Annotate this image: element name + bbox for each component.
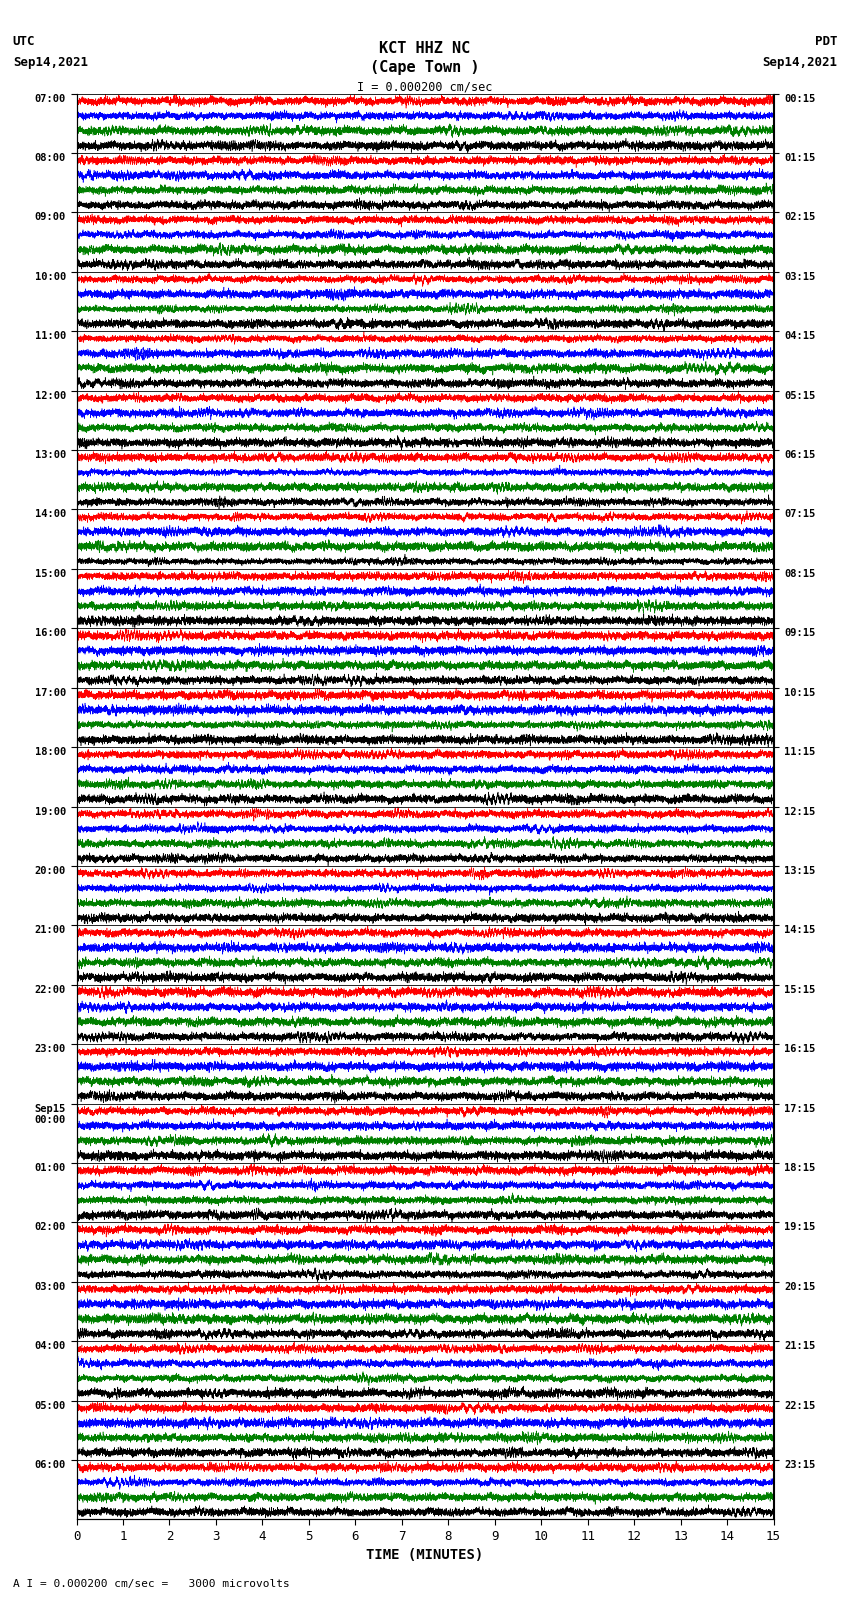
- Text: KCT HHZ NC: KCT HHZ NC: [379, 40, 471, 56]
- X-axis label: TIME (MINUTES): TIME (MINUTES): [366, 1548, 484, 1563]
- Text: PDT: PDT: [815, 35, 837, 48]
- Text: Sep14,2021: Sep14,2021: [13, 56, 88, 69]
- Text: I = 0.000200 cm/sec: I = 0.000200 cm/sec: [357, 81, 493, 94]
- Text: Sep14,2021: Sep14,2021: [762, 56, 837, 69]
- Text: UTC: UTC: [13, 35, 35, 48]
- Text: (Cape Town ): (Cape Town ): [371, 60, 479, 76]
- Text: A I = 0.000200 cm/sec =   3000 microvolts: A I = 0.000200 cm/sec = 3000 microvolts: [13, 1579, 290, 1589]
